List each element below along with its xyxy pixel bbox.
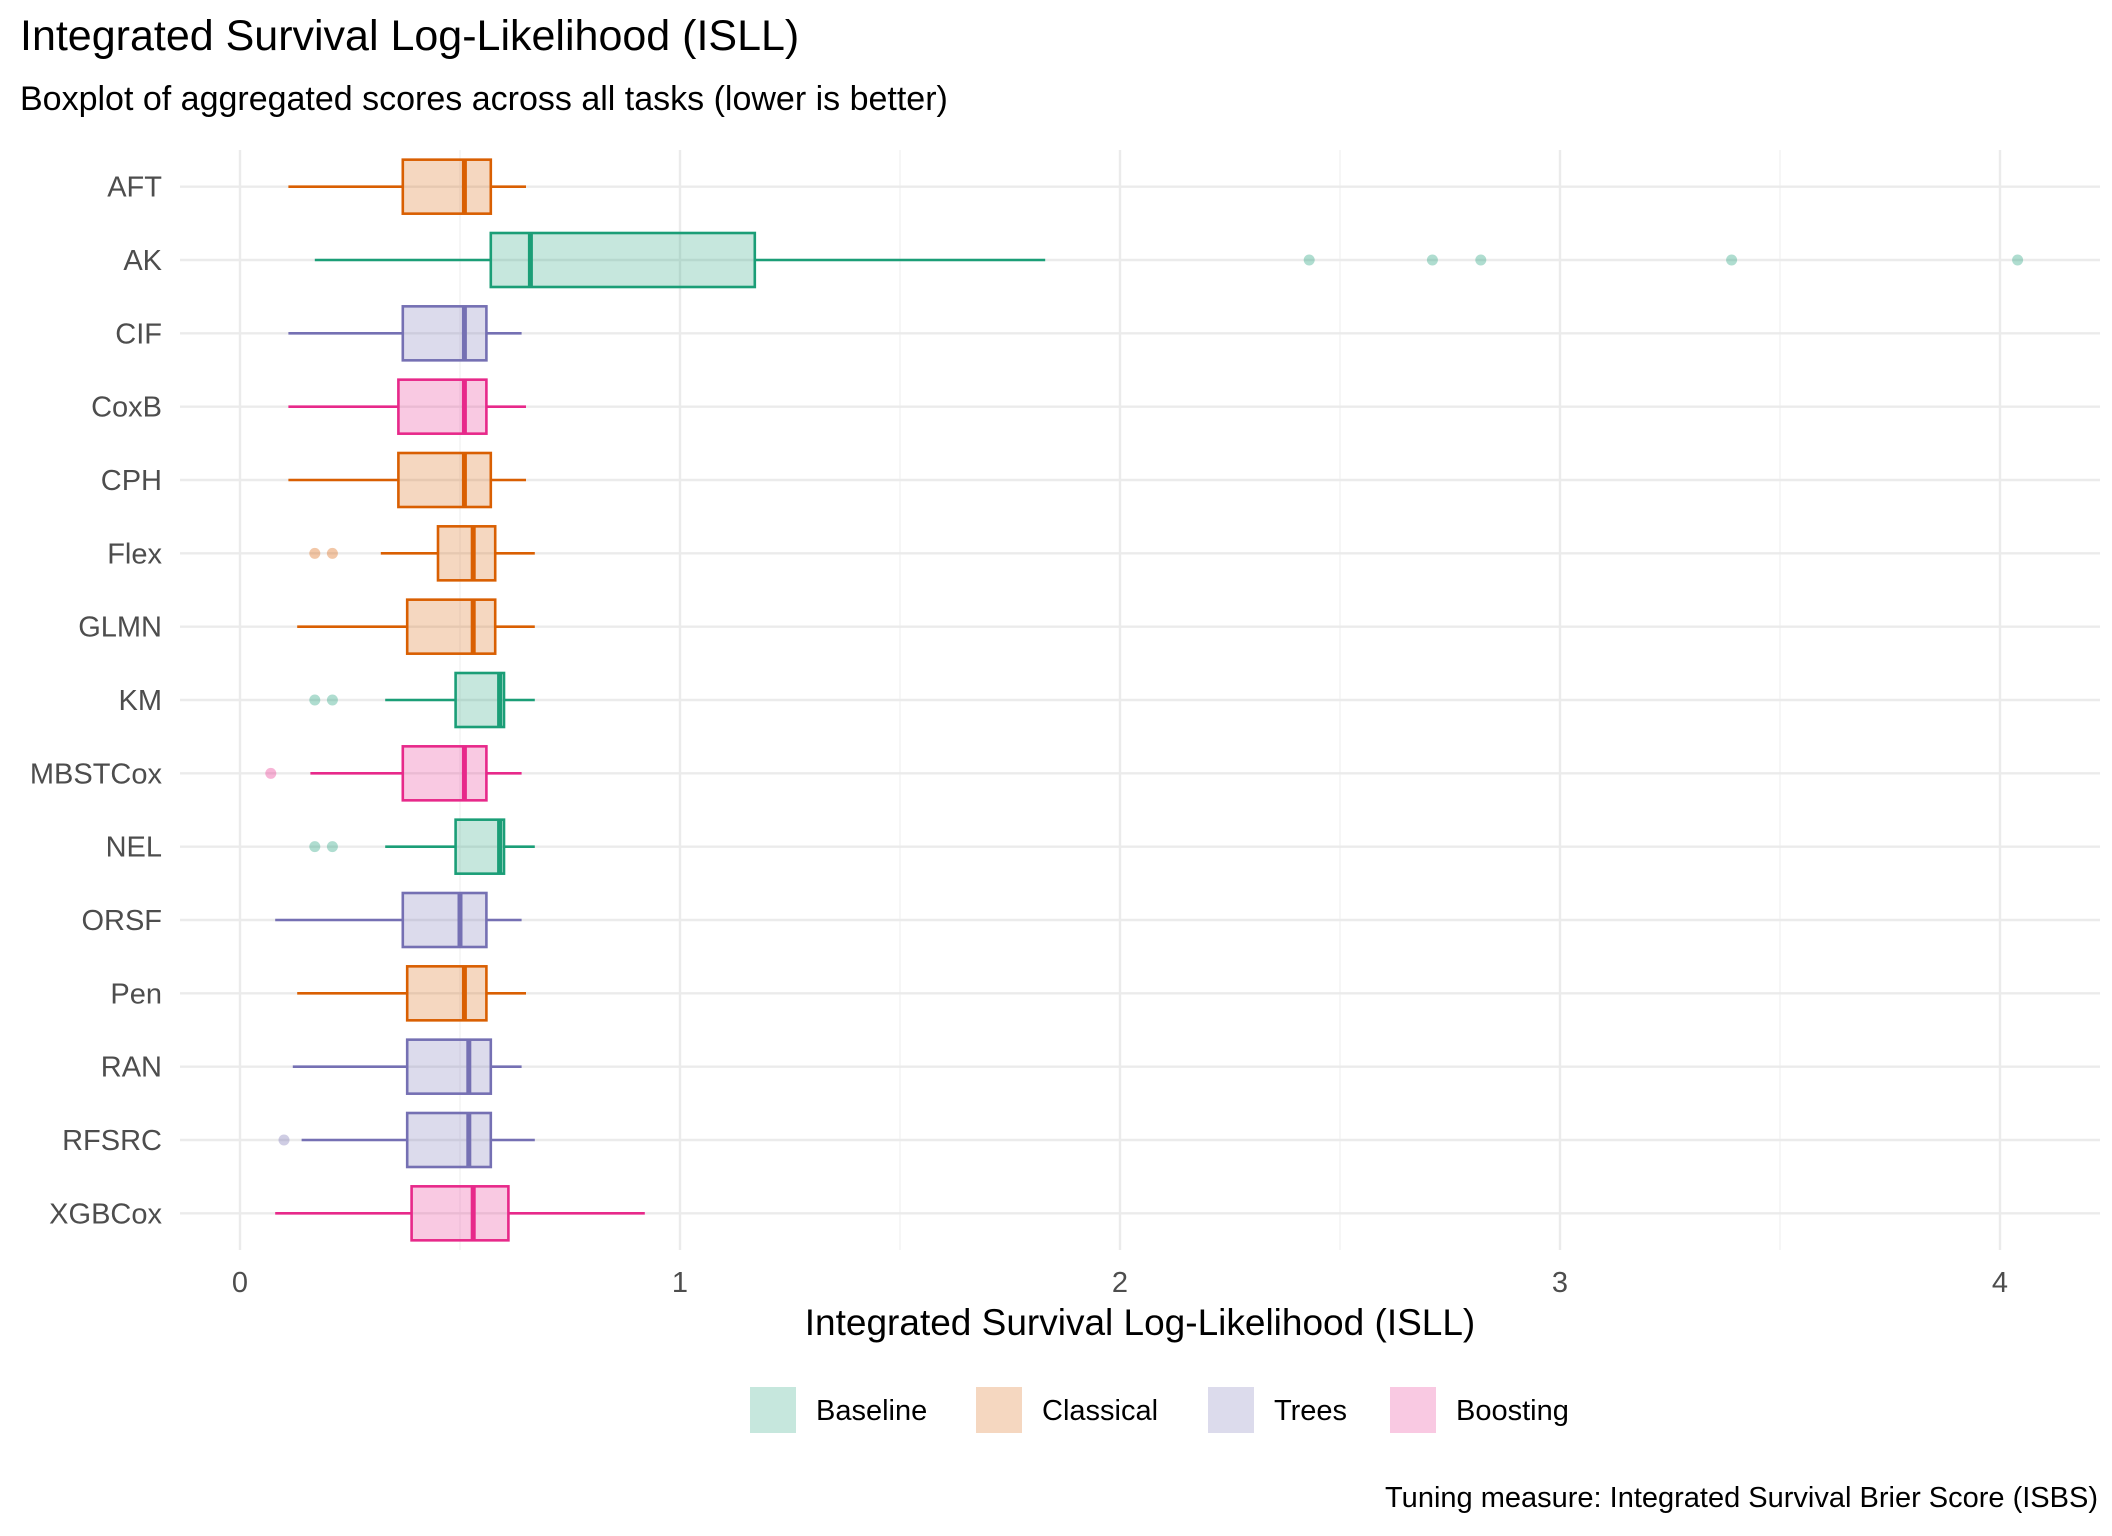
iqr-box <box>401 745 488 802</box>
x-axis-title: Integrated Survival Log-Likelihood (ISLL… <box>805 1302 1476 1343</box>
box-aft <box>288 158 526 215</box>
x-axis-labels: 0 1 2 3 4 <box>232 1267 2008 1299</box>
outlier-point <box>309 547 321 559</box>
box-glmn <box>297 598 535 655</box>
legend-item-boosting: Boosting <box>1390 1387 1569 1433</box>
iqr-box <box>410 1185 510 1242</box>
y-tick-label: RAN <box>101 1052 162 1084</box>
outlier-point <box>326 547 338 559</box>
legend-label: Classical <box>1042 1395 1158 1427</box>
x-tick-label: 1 <box>672 1267 688 1299</box>
x-tick-label: 3 <box>1552 1267 1568 1299</box>
legend-item-baseline: Baseline <box>750 1387 927 1433</box>
outlier-point <box>2012 254 2024 266</box>
y-tick-label: Pen <box>110 978 162 1010</box>
y-tick-label: CoxB <box>91 392 162 424</box>
iqr-box <box>397 378 488 435</box>
iqr-box <box>489 231 757 289</box>
box-flex <box>309 525 535 582</box>
legend-swatch <box>1208 1387 1254 1433</box>
chart-subtitle: Boxplot of aggregated scores across all … <box>20 80 948 118</box>
outlier-point <box>1303 254 1315 266</box>
chart-title: Integrated Survival Log-Likelihood (ISLL… <box>20 12 800 60</box>
legend-swatch <box>976 1387 1022 1433</box>
iqr-box <box>401 305 488 362</box>
box-coxb <box>288 378 526 435</box>
outlier-point <box>326 694 338 706</box>
legend-label: Boosting <box>1456 1395 1569 1427</box>
legend-label: Baseline <box>816 1395 927 1427</box>
box-cif <box>288 305 522 362</box>
legend-item-classical: Classical <box>976 1387 1158 1433</box>
iqr-box <box>436 525 497 582</box>
box-orsf <box>275 891 522 949</box>
iqr-box <box>405 598 497 655</box>
y-tick-label: KM <box>119 685 163 717</box>
legend: Baseline Classical Trees Boosting <box>750 1387 1569 1433</box>
box-rfsrc <box>278 1111 535 1169</box>
y-tick-label: CIF <box>115 318 162 350</box>
box-ran <box>292 1038 522 1095</box>
iqr-box <box>401 158 493 215</box>
iqr-box <box>405 1111 493 1169</box>
chart-caption: Tuning measure: Integrated Survival Brie… <box>1385 1482 2098 1514</box>
y-tick-label: AK <box>123 245 162 277</box>
box-cph <box>288 451 526 509</box>
y-tick-label: NEL <box>106 832 162 864</box>
y-tick-label: XGBCox <box>49 1198 162 1230</box>
outlier-point <box>1426 254 1438 266</box>
outlier-point <box>1726 254 1738 266</box>
iqr-box <box>405 965 488 1022</box>
outlier-point <box>309 694 321 706</box>
x-tick-label: 2 <box>1112 1267 1128 1299</box>
x-tick-label: 4 <box>1992 1267 2008 1299</box>
y-tick-label: GLMN <box>78 612 162 644</box>
box-km <box>309 671 535 729</box>
outlier-point <box>1475 254 1487 266</box>
y-tick-label: CPH <box>101 465 162 497</box>
y-tick-label: ORSF <box>81 905 162 937</box>
y-tick-label: RFSRC <box>62 1125 162 1157</box>
outlier-point <box>265 767 277 779</box>
legend-label: Trees <box>1274 1395 1347 1427</box>
box-pen <box>297 965 526 1022</box>
outlier-point <box>326 841 338 853</box>
box-nel <box>309 818 535 875</box>
box-xgbcox <box>275 1185 645 1242</box>
iqr-box <box>397 451 493 509</box>
y-tick-label: Flex <box>107 538 162 570</box>
y-tick-label: AFT <box>107 172 162 204</box>
x-tick-label: 0 <box>232 1267 248 1299</box>
outlier-point <box>278 1134 290 1146</box>
y-axis-labels: AFT AK CIF CoxB CPH Flex GLMN KM MBSTCox NEL ORSF P… <box>30 172 163 1231</box>
iqr-box <box>454 671 506 729</box>
iqr-box <box>401 891 488 949</box>
box-layer <box>265 158 2024 1242</box>
iqr-box <box>405 1038 493 1095</box>
legend-item-trees: Trees <box>1208 1387 1347 1433</box>
box-ak <box>314 231 2024 289</box>
y-tick-label: MBSTCox <box>30 758 163 790</box>
legend-swatch <box>1390 1387 1436 1433</box>
legend-swatch <box>750 1387 796 1433</box>
outlier-point <box>309 841 321 853</box>
iqr-box <box>454 818 506 875</box>
box-mbstcox <box>265 745 522 802</box>
